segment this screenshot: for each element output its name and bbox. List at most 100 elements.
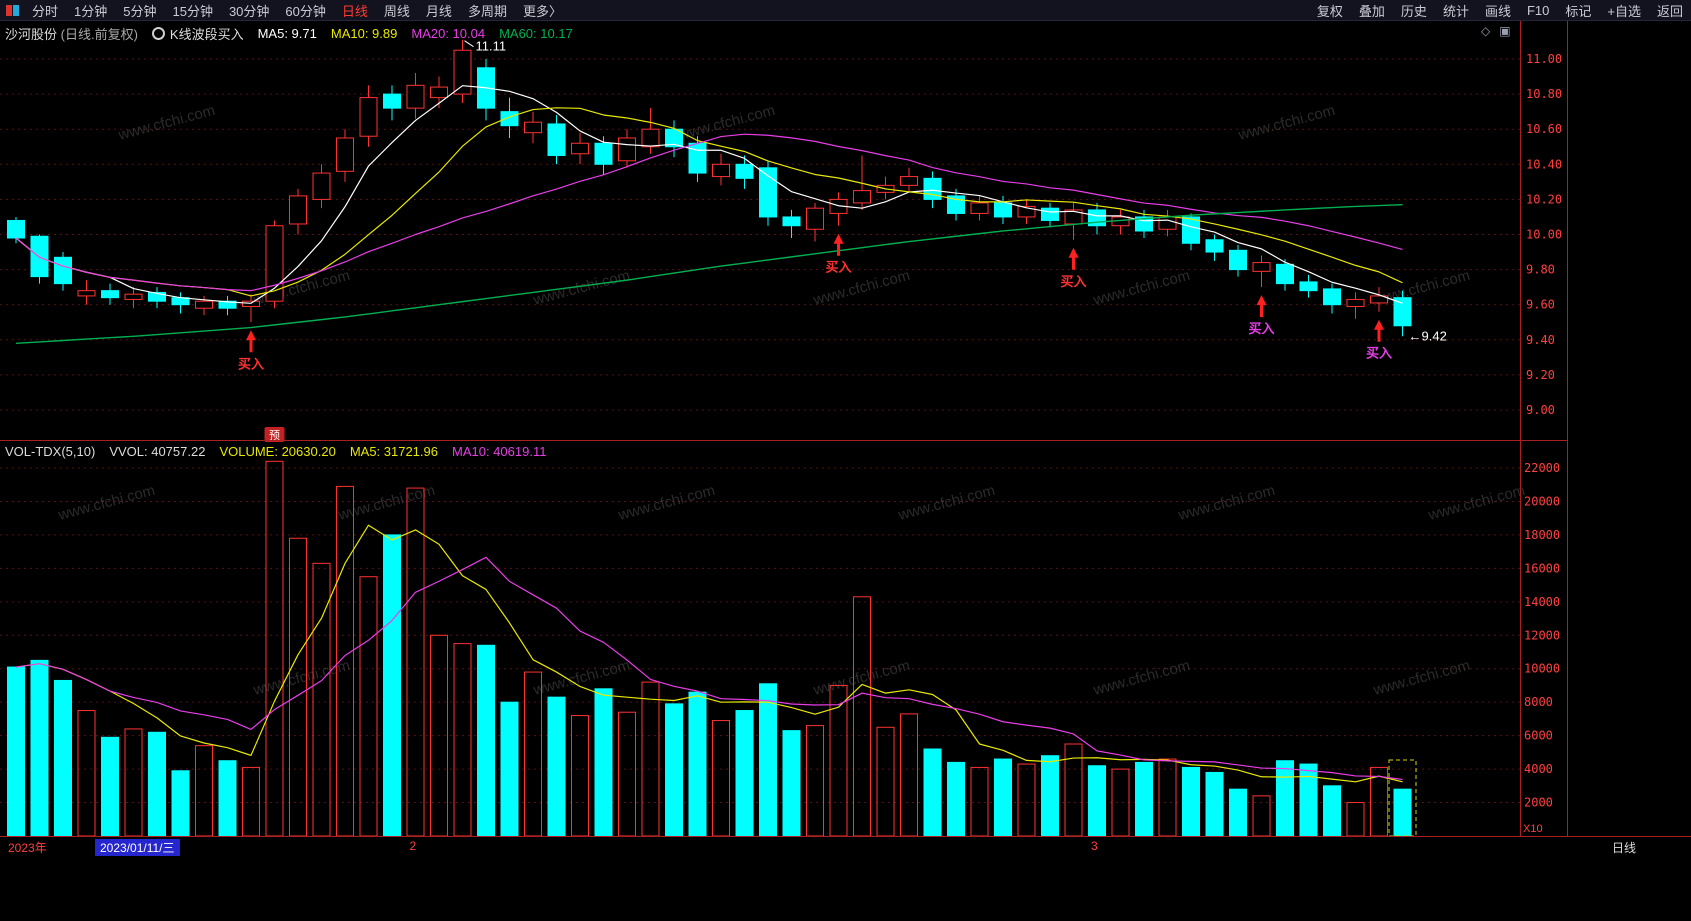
volume-axis-label: 10000 (1524, 662, 1560, 676)
volume-bar (1299, 763, 1318, 837)
volume-bars (7, 460, 1412, 837)
candle-body (1182, 216, 1200, 244)
annotation-leader (464, 40, 474, 48)
candle-body (712, 163, 730, 178)
frame-lines (0, 21, 1691, 857)
volume-bar (853, 596, 871, 837)
volume-indicator-label: MA10: 40619.11 (452, 444, 547, 459)
period-tab[interactable]: 30分钟 (228, 3, 270, 19)
alert-badge-text: 预 (269, 429, 280, 442)
candle-body (1346, 298, 1365, 307)
volume-bar (970, 766, 989, 837)
volume-axis-label: 16000 (1524, 561, 1560, 575)
volume-bar (218, 760, 237, 837)
volume-bar (7, 666, 25, 837)
toolbar-button[interactable]: 返回 (1656, 3, 1683, 19)
volume-bar (30, 659, 49, 837)
volume-bar (806, 725, 824, 837)
volume-bar (242, 766, 260, 837)
period-indicator[interactable]: 日线 (1612, 841, 1637, 855)
volume-bar (994, 758, 1012, 837)
ma-label: MA20: 10.04 (411, 26, 486, 41)
candle-body (101, 290, 119, 299)
candle-body (1276, 263, 1294, 285)
volume-axis-label: 14000 (1524, 595, 1560, 609)
alert-badge[interactable] (264, 427, 285, 442)
toolbar-button[interactable]: 统计 (1442, 3, 1469, 19)
ma-label: MA60: 10.17 (499, 26, 573, 41)
volume-bar (1252, 795, 1271, 837)
timeline-date[interactable]: 2023/01/11/三 (95, 839, 180, 856)
candle-body (782, 216, 801, 227)
price-axis-label: 10.60 (1526, 122, 1562, 136)
candle-body (1323, 288, 1341, 306)
toolbar-button[interactable]: 历史 (1400, 3, 1427, 19)
period-tab[interactable]: 15分钟 (172, 3, 213, 19)
window-icon[interactable]: ▣ (1499, 24, 1511, 38)
candle-body (1393, 297, 1412, 327)
volume-bar (171, 770, 190, 837)
volume-bar (406, 487, 425, 837)
ma5-line (15, 85, 1403, 304)
candle-body (77, 290, 96, 297)
toolbar-button[interactable]: 复权 (1316, 3, 1343, 19)
volume-bar (900, 713, 918, 837)
volume-bar (1323, 785, 1341, 837)
buy-arrow-icon (246, 330, 256, 353)
app-logo-icon[interactable] (0, 4, 24, 16)
volume-indicator-label: VVOL: 40757.22 (109, 444, 206, 459)
watermark: www.cfchi.com (531, 267, 632, 309)
candle-body (336, 137, 354, 172)
period-tab[interactable]: 日线 (341, 3, 368, 19)
period-tab[interactable]: 60分钟 (285, 3, 326, 19)
candle-body (618, 137, 636, 162)
price-axis-labels: 11.00 10.80 10.60 10.40 10.20 10.00 9.80 9.60 9.… (1526, 52, 1562, 417)
top-toolbar: 分时 1分钟 5分钟 15分钟 30分钟 60分钟 日线 周线 月线 多周期 更多〉 复权 叠加 历史统… (0, 0, 1691, 21)
price-axis-label: 10.80 (1526, 87, 1562, 101)
volume-indicator-label: VOL-TDX(5,10) (5, 444, 96, 459)
volume-bar (665, 703, 683, 837)
candle-body (500, 111, 519, 127)
signal-indicator[interactable]: K线波段买入 (151, 24, 244, 43)
volume-bar (594, 688, 613, 837)
buy-signal-label: 买入 (1248, 321, 1274, 336)
volume-bar (618, 711, 636, 837)
volume-bar (1393, 788, 1412, 837)
period-tab[interactable]: 多周期 (467, 3, 507, 19)
period-tab[interactable]: 月线 (425, 3, 452, 19)
period-tab[interactable]: 更多〉 (522, 3, 562, 19)
volume-bar (1346, 802, 1365, 837)
volume-bar (1111, 768, 1130, 837)
month-marker: 3 (1091, 839, 1098, 853)
period-tab[interactable]: 周线 (383, 3, 410, 19)
diamond-icon[interactable]: ◇ (1481, 24, 1491, 38)
volume-bar (876, 726, 895, 837)
candle-body (265, 225, 284, 302)
period-tab[interactable]: 1分钟 (74, 3, 108, 19)
volume-bar (77, 710, 96, 837)
volume-bar (641, 681, 660, 837)
candle-body (1041, 207, 1059, 221)
candle-body (853, 190, 871, 204)
period-tab[interactable]: 分时 (32, 3, 59, 19)
toolbar-button[interactable]: 标记 (1565, 3, 1592, 19)
volume-axis-label: 4000 (1524, 762, 1553, 776)
candle-body (641, 128, 660, 148)
main-chart-header: 沙河股份 (日线.前复权) K线波段买入 MA5: 9.71 MA10: 9.89… (5, 24, 573, 43)
candle-body (547, 123, 566, 157)
price-axis-label: 9.40 (1526, 333, 1555, 347)
candlesticks (7, 39, 1412, 337)
period-tab[interactable]: 5分钟 (123, 3, 157, 19)
toolbar-button[interactable]: +自选 (1607, 3, 1641, 19)
candle-body (571, 142, 589, 155)
volume-axis-label: 8000 (1524, 695, 1553, 709)
watermark: www.cfchi.com (1091, 267, 1192, 309)
volume-header: VOL-TDX(5,10) VVOL: 40757.22 VOLUME: 20630… (5, 444, 546, 459)
toolbar-button[interactable]: 叠加 (1358, 3, 1385, 19)
toolbar-button[interactable]: 画线 (1484, 3, 1511, 19)
volume-ma10-line (15, 556, 1403, 781)
toolbar-button[interactable]: F10 (1526, 2, 1550, 18)
timeline-bar: 2023年 2023/01/11/三 2 3 日线 (0, 837, 1691, 857)
watermark: www.cfchi.com (1176, 482, 1277, 524)
